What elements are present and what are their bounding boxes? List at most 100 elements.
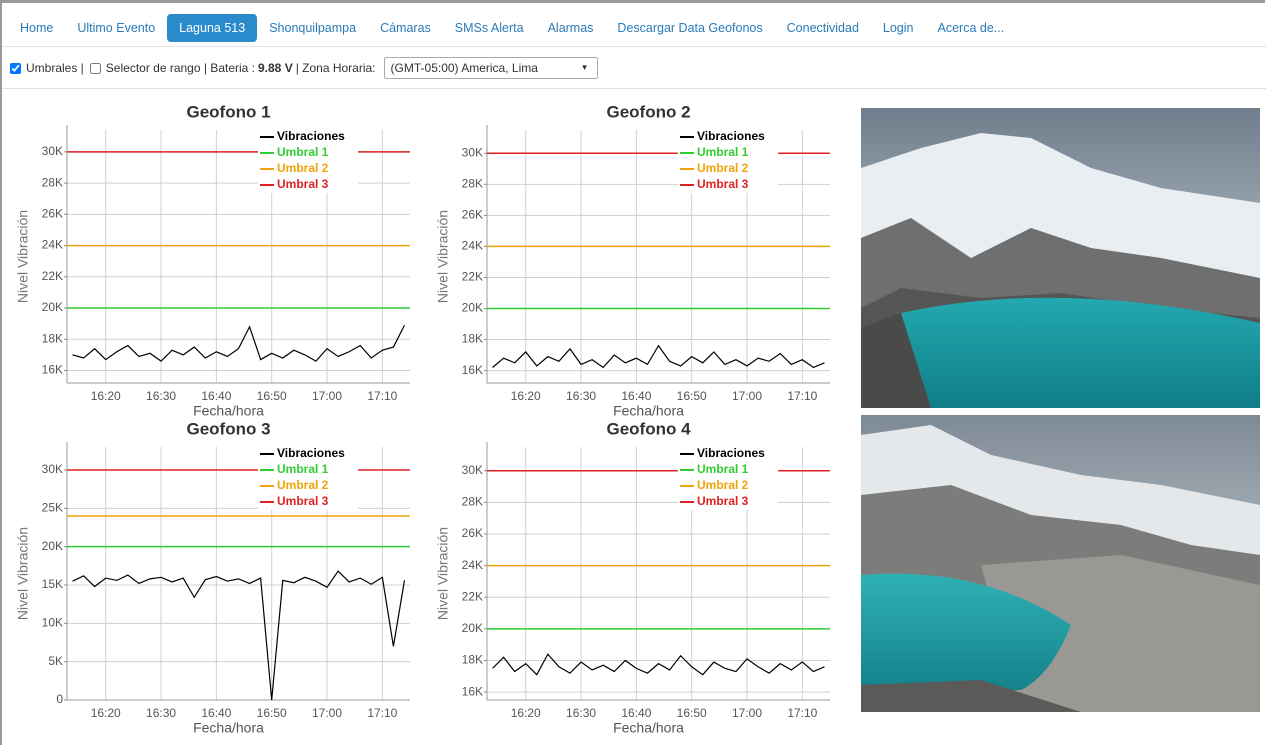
y-tick-label: 10K bbox=[42, 616, 63, 630]
y-tick-label: 26K bbox=[462, 208, 483, 222]
y-tick-label: 30K bbox=[462, 463, 483, 477]
toolbar: Umbrales | Selector de rango | Bateria :… bbox=[10, 56, 598, 80]
y-axis-label: Nivel Vibración bbox=[15, 527, 31, 620]
y-tick-label: 18K bbox=[42, 331, 63, 345]
legend-label: Vibraciones bbox=[277, 129, 345, 143]
x-tick-label: 17:10 bbox=[787, 389, 817, 403]
y-tick-label: 22K bbox=[462, 270, 483, 284]
x-tick-label: 16:20 bbox=[91, 389, 121, 403]
legend-label: Umbral 2 bbox=[697, 161, 749, 175]
x-axis-label: Fecha/hora bbox=[613, 720, 684, 736]
y-tick-label: 30K bbox=[462, 145, 483, 159]
legend-label: Umbral 1 bbox=[697, 145, 749, 159]
x-tick-label: 16:30 bbox=[566, 706, 596, 720]
nav-link[interactable]: Home bbox=[8, 14, 65, 42]
legend-label: Vibraciones bbox=[277, 446, 345, 460]
y-tick-label: 20K bbox=[42, 300, 63, 314]
y-tick-label: 30K bbox=[42, 144, 63, 158]
x-axis-label: Fecha/hora bbox=[193, 720, 264, 736]
series-line bbox=[493, 654, 825, 675]
x-tick-label: 16:40 bbox=[621, 706, 651, 720]
legend-label: Umbral 3 bbox=[697, 494, 749, 508]
y-tick-label: 16K bbox=[462, 363, 483, 377]
timezone-select[interactable]: (GMT-05:00) America, Lima bbox=[384, 57, 598, 79]
y-axis-label: Nivel Vibración bbox=[15, 210, 31, 303]
x-tick-label: 17:10 bbox=[367, 706, 397, 720]
selector-label: Selector de rango | Bateria : bbox=[106, 61, 255, 75]
umbrales-label: Umbrales | bbox=[26, 61, 84, 75]
x-tick-label: 16:50 bbox=[257, 389, 287, 403]
y-tick-label: 28K bbox=[42, 175, 63, 189]
nav-link[interactable]: Cámaras bbox=[368, 14, 443, 42]
chart-title: Geofono 4 bbox=[606, 419, 691, 438]
timezone-label: | Zona Horaria: bbox=[296, 61, 376, 75]
chart-title: Geofono 2 bbox=[606, 102, 690, 121]
nav-link[interactable]: Conectividad bbox=[775, 14, 871, 42]
x-tick-label: 16:30 bbox=[146, 706, 176, 720]
legend-label: Umbral 1 bbox=[277, 462, 329, 476]
legend-label: Vibraciones bbox=[697, 446, 765, 460]
y-tick-label: 22K bbox=[462, 589, 483, 603]
y-tick-label: 22K bbox=[42, 269, 63, 283]
nav-link[interactable]: Acerca de... bbox=[926, 14, 1017, 42]
nav-link[interactable]: Laguna 513 bbox=[167, 14, 257, 42]
y-tick-label: 25K bbox=[42, 501, 63, 515]
divider bbox=[2, 46, 1266, 47]
y-tick-label: 24K bbox=[462, 558, 483, 572]
selector-checkbox[interactable] bbox=[90, 63, 101, 74]
y-tick-label: 28K bbox=[462, 495, 483, 509]
umbrales-checkbox[interactable] bbox=[10, 63, 21, 74]
divider bbox=[2, 88, 1266, 89]
legend-label: Umbral 1 bbox=[277, 145, 329, 159]
legend-label: Umbral 3 bbox=[697, 177, 749, 191]
nav-link[interactable]: Login bbox=[871, 14, 926, 42]
series-line bbox=[73, 325, 405, 361]
legend-label: Umbral 2 bbox=[697, 478, 749, 492]
legend-label: Umbral 2 bbox=[277, 161, 329, 175]
y-tick-label: 15K bbox=[42, 577, 63, 591]
y-tick-label: 20K bbox=[462, 621, 483, 635]
y-tick-label: 30K bbox=[42, 462, 63, 476]
nav-link[interactable]: Alarmas bbox=[536, 14, 606, 42]
series-line bbox=[493, 346, 825, 368]
nav-link[interactable]: SMSs Alerta bbox=[443, 14, 536, 42]
x-tick-label: 16:50 bbox=[677, 706, 707, 720]
x-tick-label: 16:30 bbox=[566, 389, 596, 403]
x-tick-label: 16:30 bbox=[146, 389, 176, 403]
x-tick-label: 16:40 bbox=[621, 389, 651, 403]
y-tick-label: 26K bbox=[462, 526, 483, 540]
y-tick-label: 20K bbox=[42, 539, 63, 553]
battery-value: 9.88 V bbox=[258, 61, 293, 75]
x-tick-label: 17:00 bbox=[312, 706, 342, 720]
legend-label: Umbral 2 bbox=[277, 478, 329, 492]
y-axis-label: Nivel Vibración bbox=[435, 527, 451, 620]
nav-link[interactable]: Ultimo Evento bbox=[65, 14, 167, 42]
nav-link[interactable]: Descargar Data Geofonos bbox=[605, 14, 774, 42]
x-tick-label: 17:00 bbox=[732, 389, 762, 403]
camera-image bbox=[861, 415, 1260, 712]
y-tick-label: 16K bbox=[462, 684, 483, 698]
y-axis-label: Nivel Vibración bbox=[435, 210, 451, 303]
x-tick-label: 16:50 bbox=[257, 706, 287, 720]
x-tick-label: 17:10 bbox=[787, 706, 817, 720]
x-tick-label: 16:40 bbox=[201, 706, 231, 720]
legend-label: Umbral 3 bbox=[277, 177, 329, 191]
chart: Geofono 216K18K20K22K24K26K28K30K16:2016… bbox=[430, 95, 850, 420]
legend-label: Vibraciones bbox=[697, 129, 765, 143]
chart-title: Geofono 3 bbox=[186, 419, 270, 438]
chart: Geofono 116K18K20K22K24K26K28K30K16:2016… bbox=[10, 95, 430, 420]
x-tick-label: 16:50 bbox=[677, 389, 707, 403]
legend-label: Umbral 1 bbox=[697, 462, 749, 476]
y-tick-label: 24K bbox=[42, 238, 63, 252]
legend-label: Umbral 3 bbox=[277, 494, 329, 508]
x-tick-label: 16:20 bbox=[91, 706, 121, 720]
x-tick-label: 17:10 bbox=[367, 389, 397, 403]
x-tick-label: 17:00 bbox=[732, 706, 762, 720]
y-tick-label: 26K bbox=[42, 207, 63, 221]
nav-link[interactable]: Shonquilpampa bbox=[257, 14, 368, 42]
y-tick-label: 16K bbox=[42, 363, 63, 377]
y-tick-label: 0 bbox=[56, 692, 63, 706]
